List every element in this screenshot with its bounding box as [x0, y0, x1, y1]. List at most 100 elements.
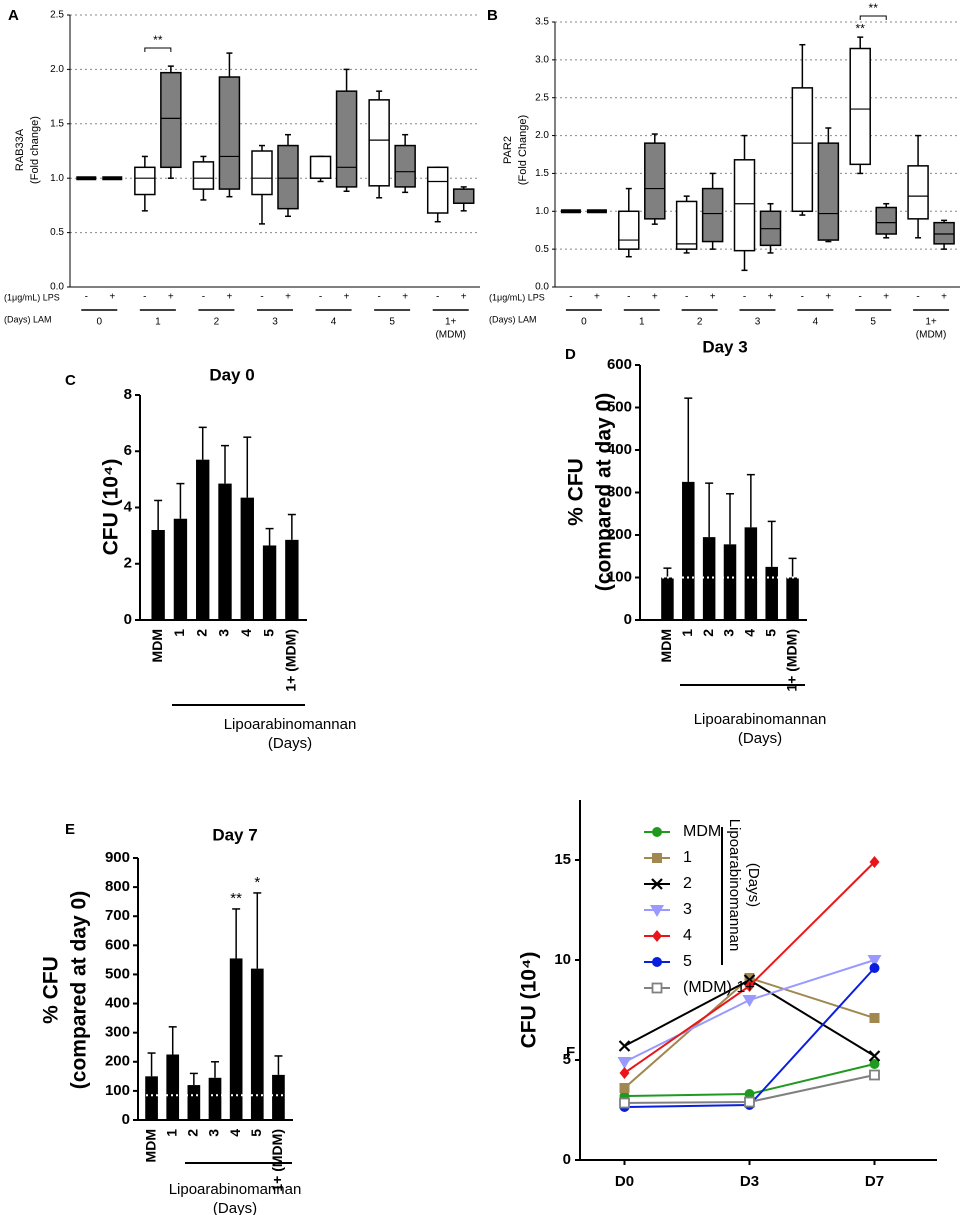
y-tick-label: 6	[124, 442, 132, 459]
bar	[145, 1076, 158, 1120]
y-axis-label: (Fold change)	[29, 116, 41, 184]
x-tick-label: 1+ (MDM)	[283, 629, 299, 692]
box	[817, 142, 840, 241]
box	[251, 150, 273, 196]
y-tick-label: 3.5	[535, 17, 549, 28]
bar	[218, 483, 232, 620]
lps-sign: -	[743, 292, 746, 303]
box	[675, 200, 698, 250]
panel-letter: E	[65, 821, 75, 838]
y-tick-label: 0.0	[535, 282, 549, 293]
data-point	[867, 955, 882, 967]
y-tick-label: 5	[563, 1051, 571, 1068]
box	[218, 76, 241, 190]
box	[160, 71, 182, 169]
data-point	[618, 1040, 631, 1052]
lps-row-label: (1μg/mL) LPS	[489, 292, 545, 302]
y-tick-label: 100	[105, 1082, 130, 1099]
x-tick-label: 1+ (MDM)	[783, 629, 799, 692]
panel-letter: B	[487, 7, 498, 24]
y-tick-label: 800	[105, 878, 130, 895]
y-axis-label: (compared at day 0)	[68, 891, 91, 1089]
lps-sign: -	[685, 292, 688, 303]
lps-sign: -	[85, 292, 88, 303]
data-point	[619, 1097, 630, 1109]
significance-label: **	[230, 890, 242, 907]
legend-note: (Days)	[745, 863, 762, 907]
significance-bracket	[144, 47, 172, 52]
y-tick-label: 500	[105, 965, 130, 982]
legend-label: 3	[683, 901, 692, 918]
y-tick-label: 700	[105, 907, 130, 924]
legend-marker	[652, 957, 662, 967]
y-axis-label: (Fold Change)	[517, 115, 529, 185]
x-tick-label: MDM	[149, 629, 165, 662]
lps-sign: +	[710, 292, 716, 303]
bar	[196, 459, 210, 620]
lps-sign: +	[461, 292, 467, 303]
x-tick-label: D7	[865, 1173, 884, 1190]
bar	[285, 539, 299, 620]
data-point	[619, 1083, 630, 1093]
y-axis-label: (compared at day 0)	[593, 393, 616, 591]
data-point	[744, 973, 755, 983]
x-axis-label: Lipoarabinomannan	[169, 1181, 302, 1198]
y-tick-label: 2.0	[535, 130, 549, 141]
lps-sign: -	[801, 292, 804, 303]
y-tick-label: 2.0	[50, 64, 64, 75]
data-point	[744, 1096, 755, 1108]
data-point	[869, 1013, 880, 1023]
y-tick-label: 0.0	[50, 282, 64, 293]
lam-day-sub: (MDM)	[916, 330, 947, 341]
x-tick-label: 4	[742, 629, 758, 637]
x-tick-label: 1	[171, 629, 187, 637]
y-tick-label: 15	[554, 851, 571, 868]
significance-label: *	[254, 874, 260, 891]
x-tick-label: D0	[615, 1173, 634, 1190]
lam-day-label: 3	[272, 317, 278, 328]
y-axis-label: PAR2	[502, 136, 514, 164]
x-tick-label: 2	[700, 629, 716, 637]
box	[277, 144, 299, 210]
bar	[240, 497, 254, 620]
x-tick-label: 1	[679, 629, 695, 637]
lps-sign: -	[260, 292, 263, 303]
legend-marker	[652, 827, 662, 837]
lam-day-label: 1	[155, 317, 161, 328]
bar	[262, 545, 277, 620]
legend-label: 2	[683, 875, 692, 892]
box	[192, 161, 215, 190]
x-axis-label: Lipoarabinomannan	[224, 716, 357, 733]
bar	[166, 1054, 180, 1120]
lps-sign: -	[319, 292, 322, 303]
legend-marker	[652, 853, 662, 863]
chart-title: Day 0	[209, 365, 254, 384]
y-tick-label: 1.5	[535, 168, 549, 179]
lps-sign: -	[859, 292, 862, 303]
y-axis-label: % CFU	[40, 956, 63, 1024]
y-tick-label: 400	[105, 995, 130, 1012]
y-tick-label: 0	[563, 1151, 571, 1168]
lam-day-label: 5	[389, 317, 395, 328]
lps-sign: +	[227, 292, 233, 303]
x-tick-label: 2	[185, 1129, 201, 1137]
x-tick-label: 5	[260, 629, 276, 637]
lps-sign: +	[168, 292, 174, 303]
bar	[229, 958, 243, 1120]
bar	[208, 1077, 222, 1120]
legend-label: MDM	[683, 823, 721, 840]
box	[701, 187, 724, 243]
x-tick-label: 3	[721, 629, 737, 637]
legend-marker	[651, 982, 663, 994]
bar	[744, 527, 758, 620]
significance-label: **	[856, 21, 866, 35]
y-tick-label: 2.5	[50, 10, 64, 21]
legend-label: 5	[683, 953, 692, 970]
lam-row-label: (Days) LAM	[4, 314, 52, 324]
lps-sign: +	[941, 292, 947, 303]
lps-sign: +	[109, 292, 115, 303]
lps-sign: +	[768, 292, 774, 303]
data-point	[869, 963, 880, 973]
